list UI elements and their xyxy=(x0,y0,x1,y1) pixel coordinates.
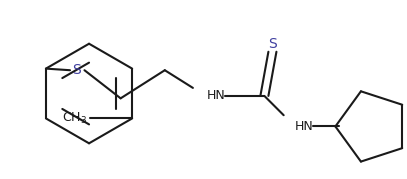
Text: HN: HN xyxy=(207,90,225,102)
Text: CH$_3$: CH$_3$ xyxy=(62,111,87,126)
Text: HN: HN xyxy=(295,120,314,133)
Text: S: S xyxy=(268,37,277,51)
Text: S: S xyxy=(72,63,81,77)
